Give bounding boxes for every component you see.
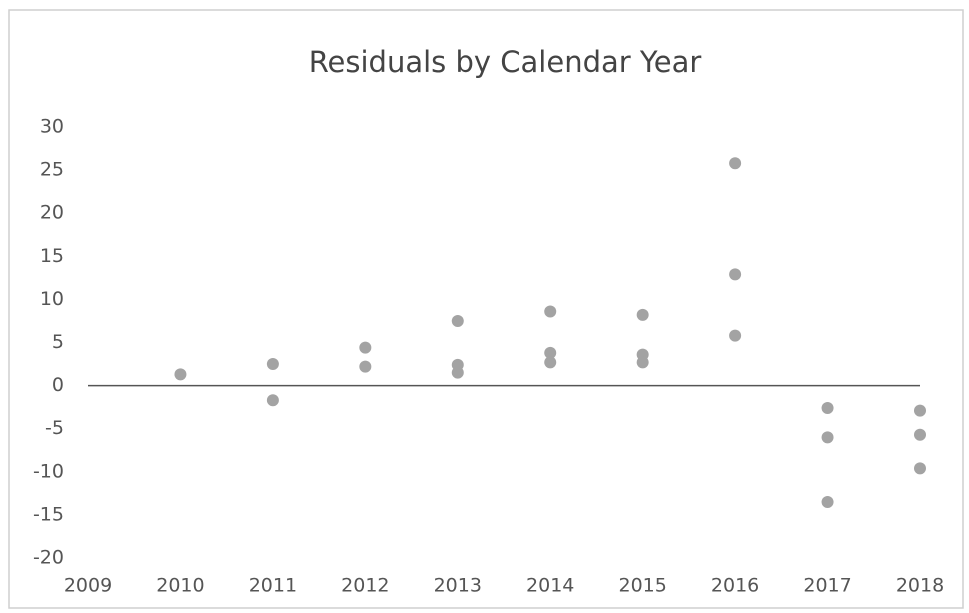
point <box>821 495 834 508</box>
y-tick-label: 5 <box>52 331 64 353</box>
y-tick-label: 25 <box>40 159 64 181</box>
point <box>359 360 372 373</box>
point <box>821 431 834 444</box>
y-tick-label: 20 <box>40 202 64 224</box>
x-tick-label: 2014 <box>526 575 574 597</box>
point <box>451 314 464 327</box>
x-tick-label: 2017 <box>803 575 851 597</box>
y-tick-label: 30 <box>40 116 64 138</box>
x-tick-label: 2011 <box>249 575 297 597</box>
x-tick-label: 2015 <box>618 575 666 597</box>
point <box>266 358 279 371</box>
point <box>636 356 649 369</box>
point <box>174 368 187 381</box>
x-tick-label: 2009 <box>64 575 112 597</box>
y-tick-label: 10 <box>40 288 64 310</box>
point <box>359 341 372 354</box>
x-tick-label: 2016 <box>711 575 759 597</box>
point <box>636 308 649 321</box>
point <box>544 356 557 369</box>
point <box>729 157 742 170</box>
point <box>914 404 926 417</box>
chart-title: Residuals by Calendar Year <box>309 45 702 79</box>
point <box>729 329 742 342</box>
point <box>266 394 279 407</box>
y-tick-label: 0 <box>52 374 64 396</box>
y-tick-label: -20 <box>33 547 64 569</box>
point <box>821 402 834 415</box>
point <box>544 305 557 318</box>
point <box>914 462 926 475</box>
x-tick-label: 2012 <box>341 575 389 597</box>
point <box>729 268 742 281</box>
y-tick-label: -10 <box>33 460 64 482</box>
x-tick-label: 2018 <box>896 575 944 597</box>
y-tick-label: 15 <box>40 245 64 267</box>
x-tick-label: 2013 <box>434 575 482 597</box>
chart-border <box>8 9 964 609</box>
x-tick-label: 2010 <box>156 575 204 597</box>
y-tick-label: -15 <box>33 503 64 525</box>
point <box>544 346 557 359</box>
y-tick-label: -5 <box>45 417 64 439</box>
point <box>914 428 926 441</box>
point <box>451 366 464 379</box>
